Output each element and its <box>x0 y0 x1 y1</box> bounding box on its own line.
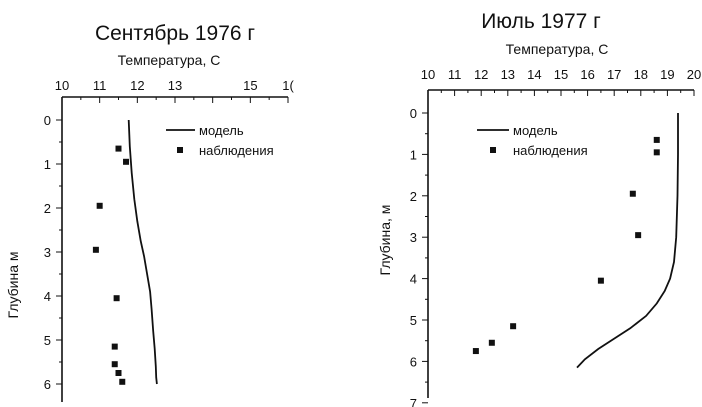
observation-point <box>629 190 636 197</box>
x-tick-label: 12 <box>474 67 488 82</box>
y-tick-label: 6 <box>44 377 51 392</box>
observation-point <box>119 378 126 385</box>
observation-point <box>113 295 120 302</box>
y-tick-label: 1 <box>44 157 51 172</box>
x-tick-label: 10 <box>55 78 69 93</box>
y-tick-label: 1 <box>410 147 417 162</box>
observation-point <box>96 202 103 209</box>
y-tick-label: 4 <box>410 272 417 287</box>
y-tick-label: 0 <box>410 106 417 121</box>
observation-point <box>111 343 118 350</box>
y-tick-label: 6 <box>410 354 417 369</box>
chart-title: Сентябрь 1976 г <box>95 22 255 45</box>
observation-point <box>115 370 122 376</box>
observation-point <box>510 323 517 330</box>
model-line <box>127 119 158 385</box>
y-tick-label: 0 <box>44 113 51 128</box>
x-tick-label: 15 <box>243 78 257 93</box>
y-tick-label: 5 <box>410 313 417 328</box>
y-tick-label: 2 <box>410 189 417 204</box>
x-tick-label: 1( <box>282 78 294 93</box>
observation-point <box>653 149 660 156</box>
x-tick-label: 11 <box>448 67 462 82</box>
y-tick-label: 3 <box>44 245 51 260</box>
model-line <box>576 113 679 369</box>
y-tick-label: 4 <box>44 289 51 304</box>
observation-point <box>653 136 660 143</box>
y-tick-label: 7 <box>410 396 417 407</box>
x-tick-label: 10 <box>421 67 435 82</box>
observation-point <box>472 348 479 355</box>
x-tick-label: 13 <box>501 67 515 82</box>
legend-marker-symbol <box>177 147 183 153</box>
x-tick-label: 12 <box>130 78 144 93</box>
x-tick-label: 11 <box>93 78 107 93</box>
y-tick-label: 2 <box>44 201 51 216</box>
y-tick-label: 3 <box>410 230 417 245</box>
y-axis-label: Глубина м <box>5 252 21 319</box>
x-tick-label: 14 <box>527 67 541 82</box>
x-tick-label: 15 <box>554 67 568 82</box>
x-tick-label: 20 <box>687 67 701 82</box>
x-axis-label: Температура, С <box>118 52 221 68</box>
x-tick-label: 17 <box>607 67 621 82</box>
x-tick-label: 13 <box>168 78 182 93</box>
chart-september-1976: Сентябрь 1976 г Температура, С Глубина м… <box>5 22 294 402</box>
x-axis-label: Температура, С <box>506 41 609 57</box>
observation-point <box>92 246 99 253</box>
observation-point <box>111 361 118 368</box>
y-tick-label: 5 <box>44 333 51 348</box>
observation-point <box>597 277 604 284</box>
observation-point <box>488 339 495 346</box>
observation-point <box>123 158 130 165</box>
legend-label-model: модель <box>513 123 558 138</box>
x-tick-label: 18 <box>634 67 648 82</box>
legend-label-model: модель <box>199 123 244 138</box>
x-tick-label: 19 <box>660 67 674 82</box>
chart-title: Июль 1977 г <box>481 10 601 33</box>
x-tick-label: 16 <box>580 67 594 82</box>
chart-july-1977: Июль 1977 г Температура, С Глубина, м мо… <box>377 10 701 407</box>
legend-marker-symbol <box>490 147 496 153</box>
legend-label-observations: наблюдения <box>513 143 588 158</box>
observation-point <box>115 145 122 152</box>
legend-label-observations: наблюдения <box>199 143 274 158</box>
y-axis-label: Глубина, м <box>377 205 393 276</box>
observation-point <box>635 232 642 239</box>
